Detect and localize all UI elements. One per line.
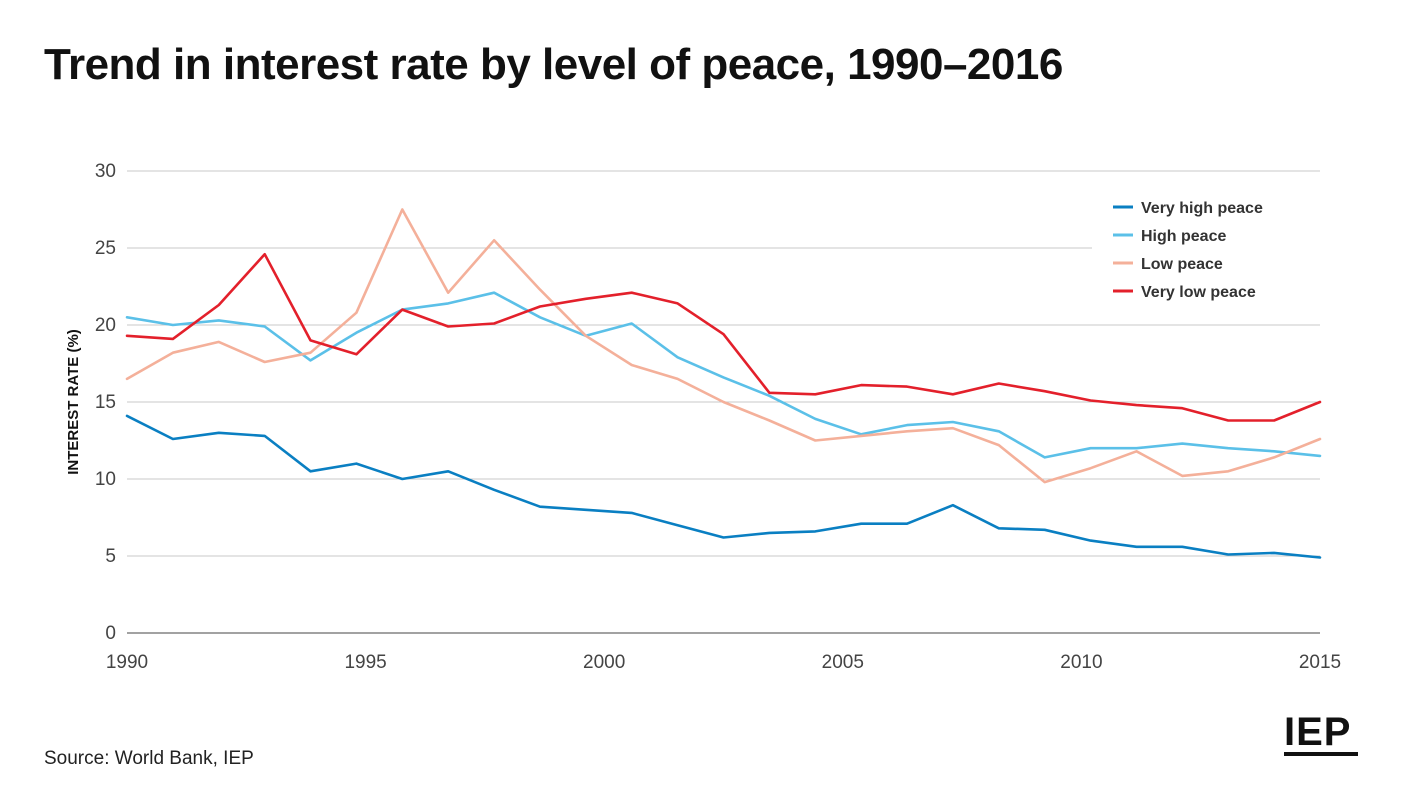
logo-text: IEP [1284, 710, 1352, 754]
source-note: Source: World Bank, IEP [44, 748, 254, 769]
y-tick-15: 15 [95, 392, 116, 413]
legend-label-low-peace: Low peace [1141, 256, 1223, 273]
chart-title: Trend in interest rate by level of peace… [44, 40, 1063, 89]
x-axis-tick-labels: 1990 1995 2000 2005 2010 2015 [106, 652, 1341, 673]
x-tick-1995: 1995 [344, 652, 386, 673]
legend: Very high peace High peace Low peace Very l… [1113, 200, 1263, 301]
series-line-very-high-peace [125, 414, 1322, 559]
y-tick-30: 30 [95, 161, 116, 182]
series-line-very-low-peace [125, 252, 1322, 422]
logo-underline [1284, 752, 1358, 756]
y-tick-10: 10 [95, 469, 116, 490]
x-tick-2010: 2010 [1060, 652, 1102, 673]
series-line-high-peace [125, 291, 1322, 459]
x-tick-1990: 1990 [106, 652, 148, 673]
x-tick-2000: 2000 [583, 652, 625, 673]
y-tick-5: 5 [105, 546, 116, 567]
x-tick-2005: 2005 [822, 652, 864, 673]
y-axis-tick-labels: 0 5 10 15 20 25 30 [95, 161, 116, 644]
iep-logo: IEP [1284, 712, 1358, 762]
legend-label-very-low-peace: Very low peace [1141, 284, 1256, 301]
y-axis-label: INTEREST RATE (%) [65, 329, 82, 475]
y-tick-25: 25 [95, 238, 116, 259]
series-lines [125, 208, 1322, 559]
y-tick-0: 0 [105, 623, 116, 644]
legend-label-very-high-peace: Very high peace [1141, 200, 1263, 217]
legend-label-high-peace: High peace [1141, 228, 1226, 245]
series-line-low-peace [125, 208, 1322, 484]
x-tick-2015: 2015 [1299, 652, 1341, 673]
y-tick-20: 20 [95, 315, 116, 336]
